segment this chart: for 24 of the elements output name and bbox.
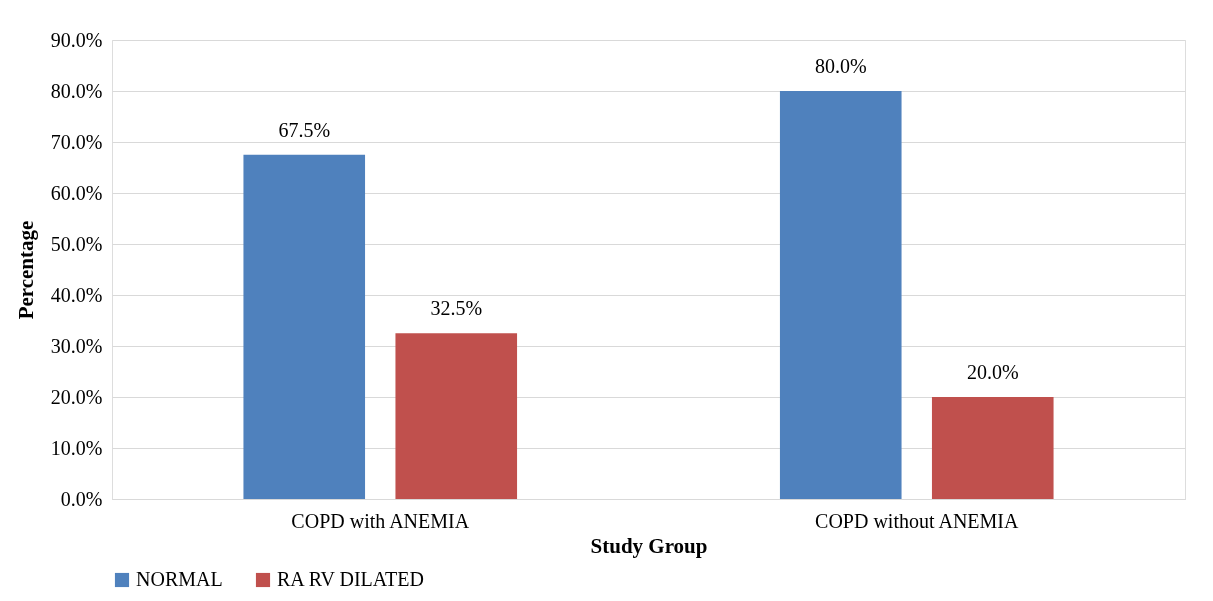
x-tick-label: COPD with ANEMIA bbox=[291, 509, 470, 532]
y-axis-title: Percentage bbox=[13, 220, 38, 320]
x-axis-title: Study Group bbox=[590, 533, 708, 558]
bar bbox=[243, 154, 366, 499]
y-tick-label: 90.0% bbox=[50, 28, 103, 51]
y-tick-label: 20.0% bbox=[50, 385, 103, 408]
y-tick-label: 70.0% bbox=[50, 130, 103, 153]
data-label: 67.5% bbox=[278, 118, 331, 141]
y-tick-label: 40.0% bbox=[50, 283, 103, 306]
bar bbox=[395, 333, 518, 499]
x-tick-label: COPD without ANEMIA bbox=[815, 509, 1019, 532]
y-tick-label: 80.0% bbox=[50, 79, 103, 102]
y-tick-label: 30.0% bbox=[50, 334, 103, 357]
legend-label: NORMAL bbox=[136, 568, 223, 590]
data-label: 32.5% bbox=[430, 297, 483, 320]
bar bbox=[779, 91, 902, 499]
y-tick-label: 60.0% bbox=[50, 181, 103, 204]
bar bbox=[931, 397, 1054, 499]
y-tick-label: 0.0% bbox=[60, 487, 103, 510]
y-tick-label: 10.0% bbox=[50, 436, 103, 459]
data-label: 80.0% bbox=[814, 55, 867, 77]
y-tick-label: 50.0% bbox=[50, 232, 103, 255]
legend-label: RA RV DILATED bbox=[277, 568, 424, 590]
data-label: 20.0% bbox=[966, 361, 1019, 383]
